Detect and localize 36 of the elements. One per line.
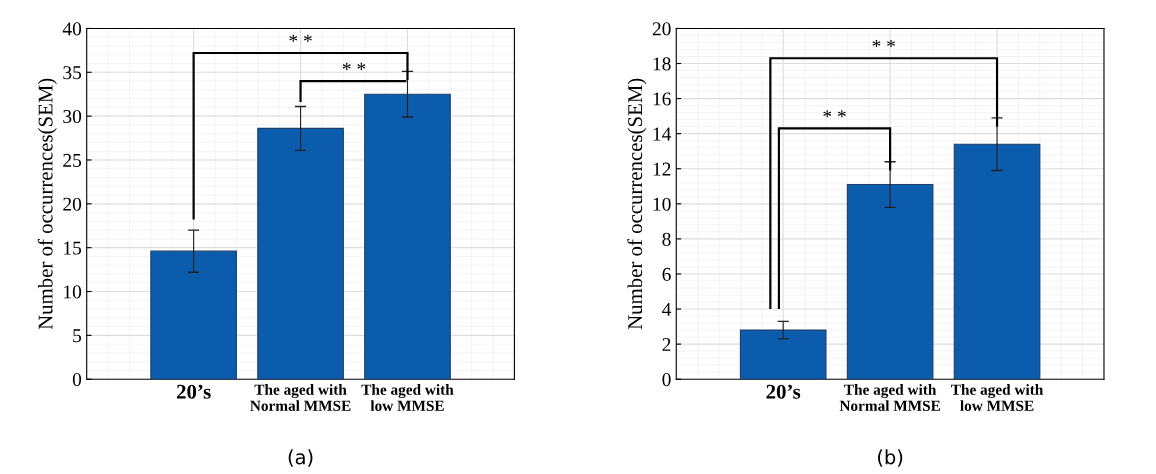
annotation: * *	[823, 110, 846, 118]
y-tick-label: 12	[653, 162, 671, 176]
y-tick-label: 35	[63, 66, 82, 80]
text: (b)	[878, 449, 903, 467]
y-tick-label: 16	[653, 92, 671, 106]
y-tick-label: 5	[73, 329, 82, 343]
x-tick-label: The aged with low MMSE	[951, 384, 1044, 411]
x-tick-label: The aged with Normal MMSE	[250, 384, 351, 411]
y-tick-label: 0	[72, 373, 82, 387]
y-tick-label: 0	[662, 373, 671, 387]
y-axis-title: Number of occurrences(SEM)	[627, 78, 647, 330]
x-tick-label: The aged with Normal MMSE	[839, 384, 941, 411]
annotation: * *	[872, 39, 895, 48]
y-tick-label: 10	[653, 197, 671, 211]
y-tick-label: 20	[63, 197, 82, 211]
y-tick-label: 18	[653, 57, 671, 71]
y-tick-label: 4	[662, 302, 672, 316]
text: (a)	[288, 449, 313, 467]
y-tick-label: 40	[62, 22, 82, 36]
y-tick-label: 8	[662, 232, 671, 246]
y-tick-label: 14	[653, 127, 672, 141]
y-axis-title: Number of occurrences(SEM)	[37, 78, 57, 330]
annotation: * *	[289, 34, 312, 42]
y-tick-label: 10	[64, 285, 82, 299]
annotation: * *	[342, 62, 366, 70]
y-tick-label: 20	[652, 22, 671, 36]
x-tick-label: The aged with low MMSE	[361, 384, 454, 411]
x-tick-label: 20’s	[176, 384, 211, 399]
bar	[150, 250, 237, 380]
y-tick-label: 25	[63, 153, 82, 167]
y-tick-label: 6	[662, 267, 671, 281]
x-tick-label: 20’s	[766, 384, 801, 399]
y-tick-label: 2	[662, 337, 671, 351]
y-tick-label: 30	[63, 109, 82, 124]
bar	[739, 329, 827, 380]
y-tick-label: 15	[64, 241, 82, 255]
